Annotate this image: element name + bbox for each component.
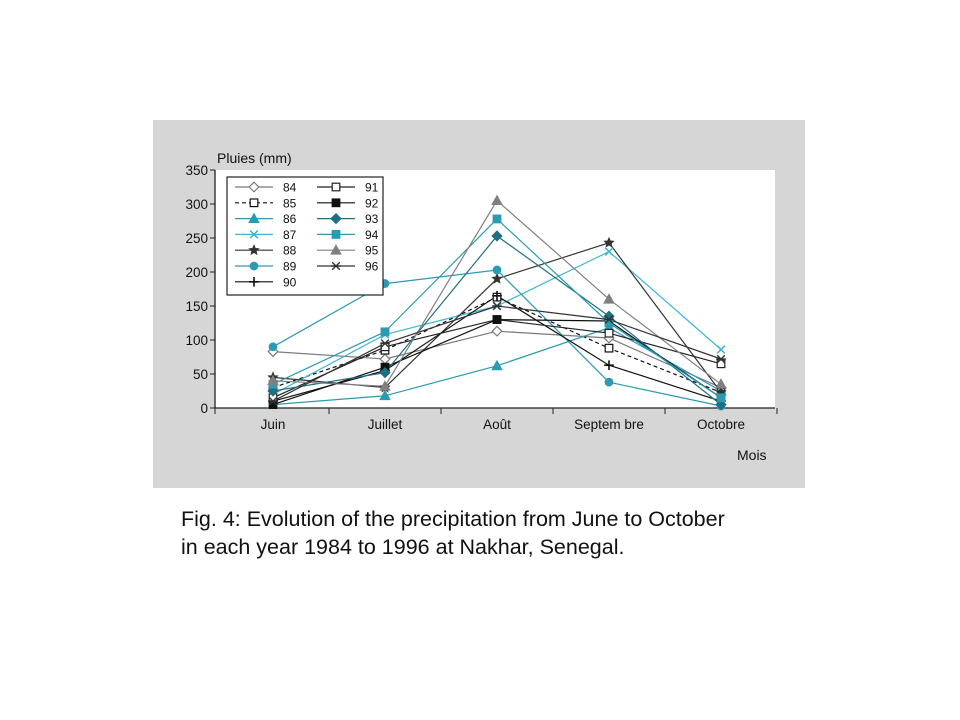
legend-label-92: 92 <box>365 196 379 210</box>
series-markers-93 <box>267 230 727 411</box>
legend-box <box>226 176 384 296</box>
legend-marker-89 <box>249 261 259 271</box>
legend-marker-85 <box>249 198 259 208</box>
data-point-96 <box>716 354 726 364</box>
data-point-87 <box>716 345 726 354</box>
data-point-86 <box>491 359 503 371</box>
legend-label-93: 93 <box>365 212 379 226</box>
y-tick-label: 300 <box>185 197 208 212</box>
data-point-93 <box>379 366 391 379</box>
series-markers-95 <box>267 194 727 391</box>
x-tick-label: Octobre <box>697 417 745 432</box>
data-point-87 <box>604 247 614 256</box>
legend-label-86: 86 <box>283 212 297 226</box>
legend-label-84: 84 <box>283 181 297 195</box>
legend-label-91: 91 <box>365 181 379 195</box>
data-point-96 <box>268 396 278 406</box>
data-point-96 <box>604 315 614 324</box>
legend-marker-93 <box>330 212 342 225</box>
legend-label-85: 85 <box>283 196 297 210</box>
legend-marker-88 <box>248 244 260 256</box>
data-point-89 <box>492 265 502 275</box>
x-axis-label: Mois <box>737 447 767 463</box>
x-tick-label: Juillet <box>368 417 403 432</box>
axes: 0 50 100 150 200 250 300 350 Juin Juillet Août Sept… <box>185 163 778 432</box>
legend-marker-84 <box>248 181 260 193</box>
data-point-88 <box>491 272 503 284</box>
legend-marker-90 <box>249 277 259 287</box>
legend-label-90: 90 <box>283 275 297 289</box>
data-point-85 <box>604 343 614 353</box>
data-point-95 <box>603 293 615 304</box>
y-tick-label: 0 <box>200 401 208 416</box>
legend-marker-95 <box>330 244 342 255</box>
data-point-88 <box>603 236 615 248</box>
legend-marker-91 <box>331 182 341 192</box>
series-markers-96 <box>268 301 726 406</box>
data-point-86 <box>379 389 391 401</box>
data-point-94 <box>716 393 726 403</box>
x-tick-label: Juin <box>261 417 286 432</box>
data-point-95 <box>267 374 279 386</box>
legend-marker-94 <box>331 229 341 239</box>
data-point-95 <box>379 380 391 391</box>
caption-line-1: Fig. 4: Evolution of the precipitation f… <box>181 507 725 531</box>
legend-marker-96 <box>331 261 341 271</box>
precipitation-line-chart: 0 50 100 150 200 250 300 350 Juin Juillet Août Sept… <box>185 150 778 463</box>
chart-panel: 0 50 100 150 200 250 300 350 Juin Juillet Août Sept… <box>153 120 805 488</box>
data-point-89 <box>268 342 278 352</box>
data-point-93 <box>715 398 727 411</box>
data-point-84 <box>491 325 503 337</box>
data-point-96 <box>380 339 390 348</box>
legend-marker-92 <box>331 198 341 208</box>
legend-label-95: 95 <box>365 244 379 258</box>
data-point-93 <box>491 230 503 242</box>
legend-label-87: 87 <box>283 228 297 242</box>
y-tick-label: 100 <box>185 333 208 348</box>
y-tick-label: 250 <box>185 231 208 246</box>
data-point-90 <box>604 360 614 370</box>
data-point-94 <box>492 214 502 224</box>
y-tick-label: 350 <box>185 163 208 178</box>
x-tick-label: Septem bre <box>574 417 644 432</box>
y-tick-label: 50 <box>193 367 208 382</box>
data-point-95 <box>491 194 503 206</box>
series-markers-89 <box>268 265 726 411</box>
caption-line-2: in each year 1984 to 1996 at Nakhar, Sen… <box>181 535 625 559</box>
x-tick-label: Août <box>483 417 511 432</box>
legend-marker-87 <box>249 230 259 239</box>
y-axis-label: Pluies (mm) <box>217 150 292 166</box>
legend-label-94: 94 <box>365 228 379 242</box>
legend-label-96: 96 <box>365 260 379 274</box>
data-point-93 <box>267 385 279 397</box>
data-point-94 <box>380 327 390 337</box>
data-point-95 <box>715 378 727 389</box>
figure-caption: Fig. 4: Evolution of the precipitation f… <box>181 505 881 561</box>
series-markers <box>267 194 727 411</box>
legend-marker-86 <box>248 212 260 224</box>
data-point-91 <box>604 328 614 338</box>
data-point-96 <box>492 301 502 311</box>
legend-label-88: 88 <box>283 244 297 258</box>
data-point-92 <box>492 315 502 325</box>
data-point-90 <box>492 291 502 301</box>
y-tick-label: 150 <box>185 299 208 314</box>
legend-label-89: 89 <box>283 260 297 274</box>
y-tick-label: 200 <box>185 265 208 280</box>
data-point-89 <box>604 377 614 387</box>
